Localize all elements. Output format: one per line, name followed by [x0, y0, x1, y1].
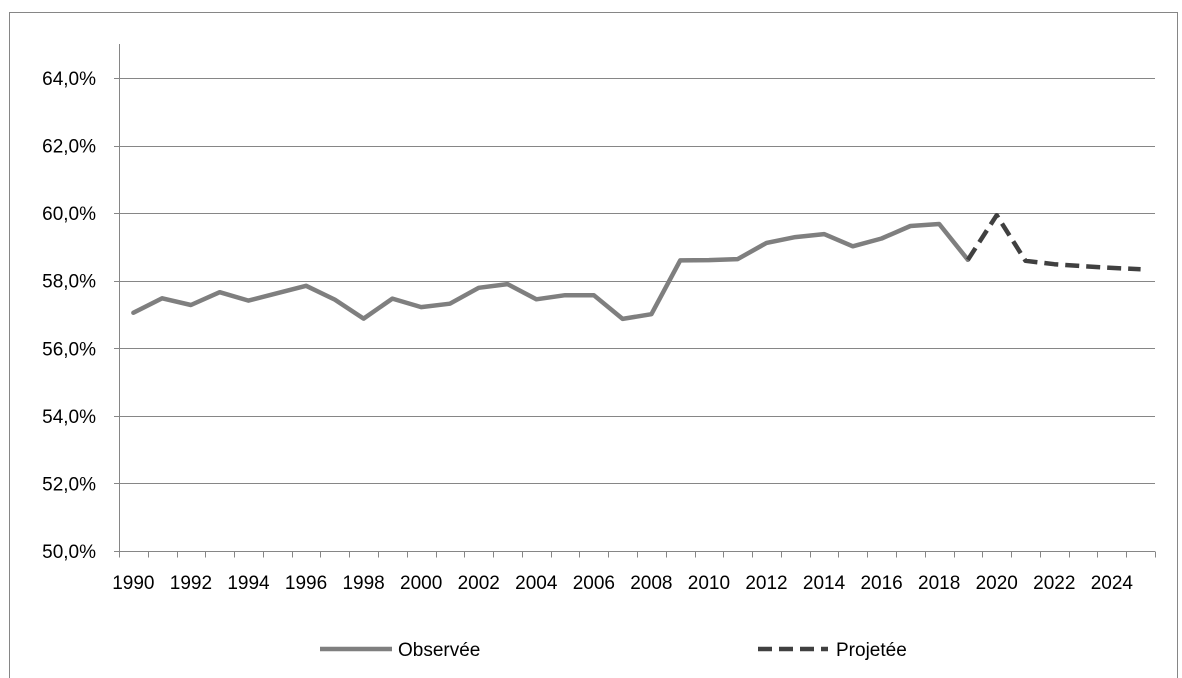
series-line-projetee: [966, 212, 1141, 272]
x-tick-label: 2006: [573, 573, 615, 594]
chart-frame-border: [9, 12, 1178, 678]
y-tick-label: 58,0%: [42, 272, 96, 293]
y-tick-label: 62,0%: [42, 137, 96, 158]
y-tick-label: 52,0%: [42, 474, 96, 495]
x-tick-label: 2024: [1091, 573, 1134, 594]
x-tick-label: 1994: [227, 573, 270, 594]
y-tick-label: 50,0%: [42, 542, 96, 563]
x-tick-label: 2004: [515, 573, 558, 594]
x-tick-label: 2010: [688, 573, 730, 594]
x-tick-label: 2014: [803, 573, 846, 594]
y-tick-label: 56,0%: [42, 339, 96, 360]
x-tick-label: 1990: [112, 573, 154, 594]
x-tick-label: 2018: [918, 573, 960, 594]
y-tick-label: 60,0%: [42, 204, 96, 225]
legend: Observée Projetée: [320, 640, 907, 661]
y-tick-label: 54,0%: [42, 407, 96, 428]
y-tick-label: 64,0%: [42, 69, 96, 90]
x-tick-label: 2020: [976, 573, 1018, 594]
series-lines: [131, 212, 1141, 322]
x-tick-label: 1992: [170, 573, 212, 594]
legend-label-projetee: Projetée: [836, 640, 907, 661]
x-tick-label: 2002: [458, 573, 500, 594]
x-tick-label: 2012: [745, 573, 787, 594]
x-tick-label: 2022: [1033, 573, 1075, 594]
y-tick-labels: 50,0% 52,0% 54,0% 56,0% 58,0% 60,0% 62,0% 64,0%: [42, 69, 96, 563]
legend-label-observee: Observée: [398, 640, 480, 661]
x-tick-label: 2016: [860, 573, 902, 594]
gridlines: [119, 78, 1155, 484]
x-tick-labels: 1990 1992 1994 1996 1998 2000 2002 2004 2006 2008…: [112, 573, 1133, 594]
axes: [114, 44, 1156, 558]
x-tick-label: 1998: [342, 573, 384, 594]
x-tick-label: 2008: [630, 573, 672, 594]
x-tick-label: 1996: [285, 573, 327, 594]
series-line-observee: [131, 221, 971, 322]
chart-border: [9, 12, 1178, 678]
x-tick-label: 2000: [400, 573, 442, 594]
